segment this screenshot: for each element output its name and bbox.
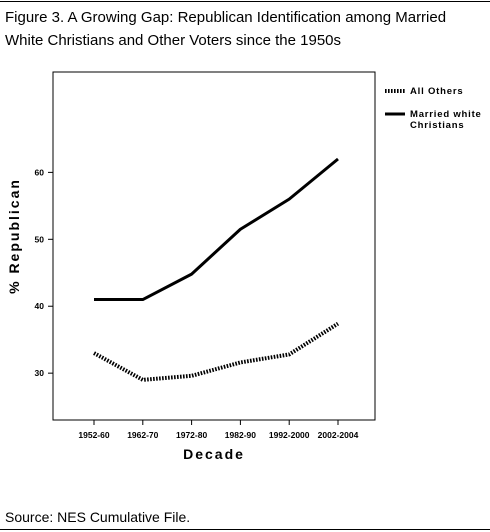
legend-label-0: All Others	[410, 86, 463, 97]
x-tick-label-3: 1982-90	[225, 430, 256, 440]
legend-label-1: Married white Christians	[410, 109, 482, 131]
plot-area: 30 40 50 60 1952-60 1962-70 1972-80 1982-90 1992…	[6, 71, 376, 462]
y-tick-label-50: 50	[35, 234, 45, 244]
plot-frame	[52, 71, 376, 421]
source-note: Source: NES Cumulative File.	[5, 509, 191, 525]
y-tick-label-60: 60	[35, 167, 45, 177]
figure-caption: Figure 3. A Growing Gap: Republican Iden…	[5, 9, 447, 49]
x-tick-label-1: 1962-70	[127, 430, 158, 440]
y-axis-title: % Republican	[6, 178, 22, 294]
series-line-1	[94, 157, 339, 302]
x-tick-label-2: 1972-80	[176, 430, 207, 440]
legend: All Others Married white Christians	[385, 86, 482, 131]
x-axis-title: Decade	[183, 446, 245, 462]
y-tick-label-30: 30	[35, 368, 45, 378]
x-tick-label-4: 1992-2000	[269, 430, 310, 440]
bottom-rule	[0, 529, 490, 530]
series-line-0	[93, 321, 340, 382]
x-tick-label-5: 2002-2004	[318, 430, 359, 440]
x-tick-label-0: 1952-60	[78, 430, 109, 440]
y-tick-label-40: 40	[35, 301, 45, 311]
top-rule	[0, 1, 490, 2]
